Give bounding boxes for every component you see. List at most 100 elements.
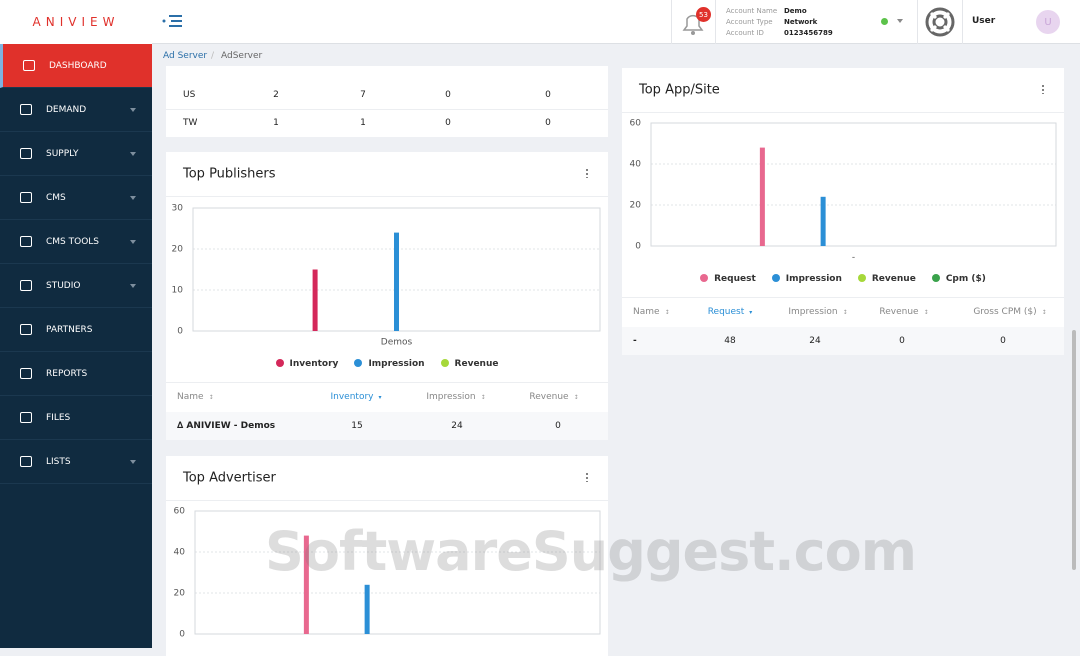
- chart: 0 20 40 60: [174, 507, 601, 640]
- menu-toggle[interactable]: [162, 14, 184, 30]
- support-icon[interactable]: [925, 7, 955, 37]
- legend-swatch: [700, 274, 709, 282]
- notification-bell[interactable]: [680, 8, 706, 36]
- nav-item[interactable]: FILES: [0, 396, 152, 440]
- panel-title: Top Advertiser: [183, 470, 276, 486]
- bar: [303, 535, 309, 634]
- scrollbar[interactable]: [1072, 330, 1076, 570]
- nav-item[interactable]: PARTNERS: [0, 308, 152, 352]
- x-tick-label: Demos: [381, 338, 413, 348]
- nav-item[interactable]: CMS TOOLS: [0, 220, 152, 264]
- legend-item[interactable]: Revenue: [857, 274, 916, 284]
- breadcrumb-separator: /: [211, 51, 215, 61]
- nav-item[interactable]: STUDIO: [0, 264, 152, 308]
- column-header[interactable]: Revenue ↕: [879, 307, 928, 317]
- column-header-label: Request: [707, 307, 745, 317]
- bar: [364, 584, 370, 634]
- legend-label: Request: [714, 274, 756, 284]
- table-cell: 2: [273, 90, 279, 100]
- nav-icon: [20, 148, 32, 159]
- table-cell: 15: [351, 421, 363, 431]
- column-header-label: Name: [177, 392, 204, 402]
- table-cell: ∆ ANIVIEW - Demos: [177, 421, 276, 431]
- row-divider: [166, 109, 608, 110]
- column-header[interactable]: Name ↕: [633, 307, 670, 317]
- column-header-label: Revenue: [529, 392, 569, 402]
- nav-chevron: [130, 283, 136, 288]
- table-cell: 24: [451, 421, 463, 431]
- nav-icon: [20, 236, 32, 247]
- column-header[interactable]: Request ▾: [708, 307, 753, 317]
- legend-label: Revenue: [454, 359, 499, 369]
- account-id: 0123456789: [784, 29, 833, 37]
- sort-icon: ↕: [208, 394, 214, 401]
- account-type-label: Account Type: [726, 18, 773, 26]
- nav-item[interactable]: DASHBOARD: [0, 44, 152, 88]
- nav-item[interactable]: SUPPLY: [0, 132, 152, 176]
- nav-item[interactable]: LISTS: [0, 440, 152, 484]
- column-header[interactable]: Impression ↕: [788, 307, 847, 317]
- panel-menu[interactable]: [586, 168, 588, 178]
- top-publishers-panel: Top Publishers 0 10 20 30 Demos Inventory Impre…: [166, 152, 608, 440]
- legend-item[interactable]: Revenue: [440, 359, 499, 369]
- divider: [166, 500, 608, 501]
- top-advertiser-panel: Top Advertiser 0 20 40 60: [166, 456, 608, 656]
- column-header[interactable]: Inventory ▾: [330, 392, 381, 402]
- nav-icon: [20, 368, 32, 379]
- column-header-label: Revenue: [879, 307, 919, 317]
- column-header[interactable]: Name ↕: [177, 392, 214, 402]
- table-cell: 0: [1000, 336, 1006, 346]
- legend-label: Impression: [785, 274, 842, 284]
- nav-chevron: [130, 459, 136, 464]
- legend-swatch: [354, 359, 363, 367]
- chart: 0 10 20 30 Demos: [172, 204, 601, 348]
- legend-item[interactable]: Impression: [771, 274, 842, 284]
- nav-icon: [23, 60, 35, 71]
- user-avatar[interactable]: U: [1036, 10, 1060, 34]
- table-cell: 1: [360, 118, 366, 128]
- table-cell: 7: [360, 90, 366, 100]
- panel-menu[interactable]: [586, 472, 588, 482]
- logo[interactable]: ANIVIEW: [0, 0, 152, 44]
- column-header[interactable]: Revenue ↕: [529, 392, 578, 402]
- legend-item[interactable]: Inventory: [275, 359, 338, 369]
- nav-label: FILES: [46, 412, 71, 423]
- legend-item[interactable]: Impression: [354, 359, 425, 369]
- breadcrumb-link[interactable]: Ad Server: [163, 51, 208, 61]
- column-header[interactable]: Gross CPM ($) ↕: [973, 307, 1046, 317]
- account-name: Demo: [784, 7, 807, 15]
- nav-item[interactable]: CMS: [0, 176, 152, 220]
- legend: Request Impression Revenue Cpm ($): [622, 274, 1064, 284]
- nav-icon: [20, 324, 32, 335]
- y-tick-label: 10: [172, 286, 184, 296]
- nav-label: DASHBOARD: [49, 60, 107, 71]
- table-cell: 0: [899, 336, 905, 346]
- sidebar: DASHBOARD DEMAND SUPPLY CMS CMS TOOLS STUDIO P…: [0, 44, 152, 648]
- divider: [962, 0, 963, 44]
- y-tick-label: 60: [630, 119, 642, 129]
- country-table: US 2 7 0 0 TW 1 1 0 0: [166, 66, 608, 137]
- legend-item[interactable]: Request: [700, 274, 756, 284]
- legend-item[interactable]: Cpm ($): [931, 274, 986, 284]
- panel-menu[interactable]: [1042, 84, 1044, 94]
- legend-swatch: [931, 274, 940, 282]
- nav-label: LISTS: [46, 456, 71, 467]
- account-type: Network: [784, 18, 818, 26]
- user-name[interactable]: User: [972, 16, 996, 26]
- divider: [166, 196, 608, 197]
- nav-item[interactable]: DEMAND: [0, 88, 152, 132]
- y-tick-label: 0: [177, 327, 183, 337]
- column-header[interactable]: Impression ↕: [426, 392, 485, 402]
- y-tick-label: 60: [174, 507, 186, 517]
- nav-item[interactable]: REPORTS: [0, 352, 152, 396]
- bar: [394, 232, 399, 331]
- bar: [759, 147, 765, 246]
- divider: [715, 0, 716, 44]
- divider: [671, 0, 672, 44]
- table-cell: TW: [183, 118, 198, 128]
- nav-icon: [20, 456, 32, 467]
- y-tick-label: 20: [174, 589, 186, 599]
- account-dropdown[interactable]: [897, 19, 903, 23]
- sort-icon: ↕: [1041, 309, 1047, 316]
